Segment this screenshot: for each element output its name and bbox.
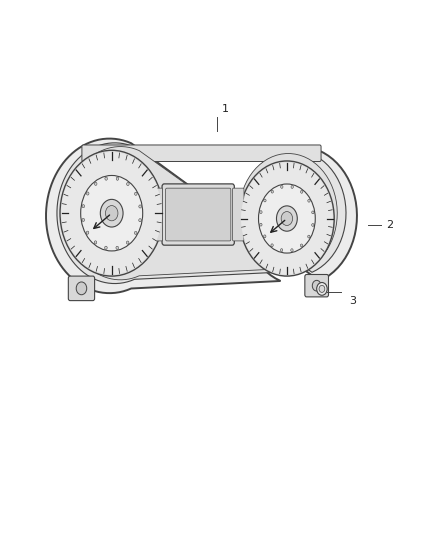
- FancyBboxPatch shape: [233, 188, 244, 241]
- Circle shape: [82, 205, 85, 208]
- Circle shape: [240, 161, 334, 276]
- Circle shape: [319, 285, 325, 293]
- Circle shape: [106, 206, 118, 221]
- Circle shape: [116, 177, 119, 180]
- Circle shape: [281, 212, 293, 225]
- Circle shape: [300, 244, 303, 247]
- Circle shape: [139, 219, 141, 222]
- FancyBboxPatch shape: [151, 188, 162, 241]
- Circle shape: [105, 177, 107, 180]
- Circle shape: [307, 235, 310, 238]
- Text: 1: 1: [222, 104, 229, 114]
- Circle shape: [312, 223, 314, 227]
- PathPatch shape: [46, 139, 357, 293]
- Circle shape: [260, 223, 262, 226]
- Circle shape: [280, 249, 283, 252]
- FancyBboxPatch shape: [82, 145, 321, 161]
- Circle shape: [271, 244, 273, 247]
- PathPatch shape: [66, 147, 337, 280]
- Text: 3: 3: [349, 296, 356, 306]
- Circle shape: [105, 246, 107, 249]
- Circle shape: [62, 152, 162, 274]
- Circle shape: [86, 192, 89, 195]
- FancyBboxPatch shape: [162, 184, 234, 245]
- Circle shape: [81, 175, 143, 251]
- Circle shape: [291, 185, 293, 188]
- Circle shape: [100, 199, 123, 227]
- Circle shape: [264, 199, 266, 202]
- Circle shape: [86, 231, 89, 234]
- Circle shape: [76, 282, 87, 295]
- Circle shape: [134, 192, 137, 195]
- Circle shape: [95, 182, 97, 185]
- Circle shape: [60, 150, 163, 276]
- Circle shape: [82, 219, 85, 222]
- Circle shape: [312, 280, 321, 291]
- Circle shape: [276, 206, 297, 231]
- Circle shape: [312, 211, 314, 214]
- FancyBboxPatch shape: [166, 188, 231, 241]
- FancyBboxPatch shape: [305, 274, 328, 297]
- Circle shape: [260, 211, 262, 214]
- PathPatch shape: [57, 143, 346, 284]
- Circle shape: [94, 241, 97, 244]
- FancyBboxPatch shape: [68, 276, 95, 301]
- Circle shape: [264, 235, 266, 238]
- Circle shape: [271, 190, 273, 193]
- Circle shape: [116, 246, 119, 249]
- Circle shape: [291, 249, 293, 252]
- Text: 2: 2: [386, 220, 393, 230]
- Circle shape: [134, 231, 137, 235]
- Circle shape: [308, 199, 310, 202]
- Circle shape: [127, 182, 129, 185]
- Circle shape: [241, 163, 333, 274]
- Circle shape: [127, 241, 129, 244]
- Circle shape: [317, 282, 327, 295]
- Circle shape: [300, 190, 303, 193]
- Circle shape: [258, 184, 315, 253]
- Circle shape: [139, 205, 141, 208]
- Circle shape: [281, 185, 283, 188]
